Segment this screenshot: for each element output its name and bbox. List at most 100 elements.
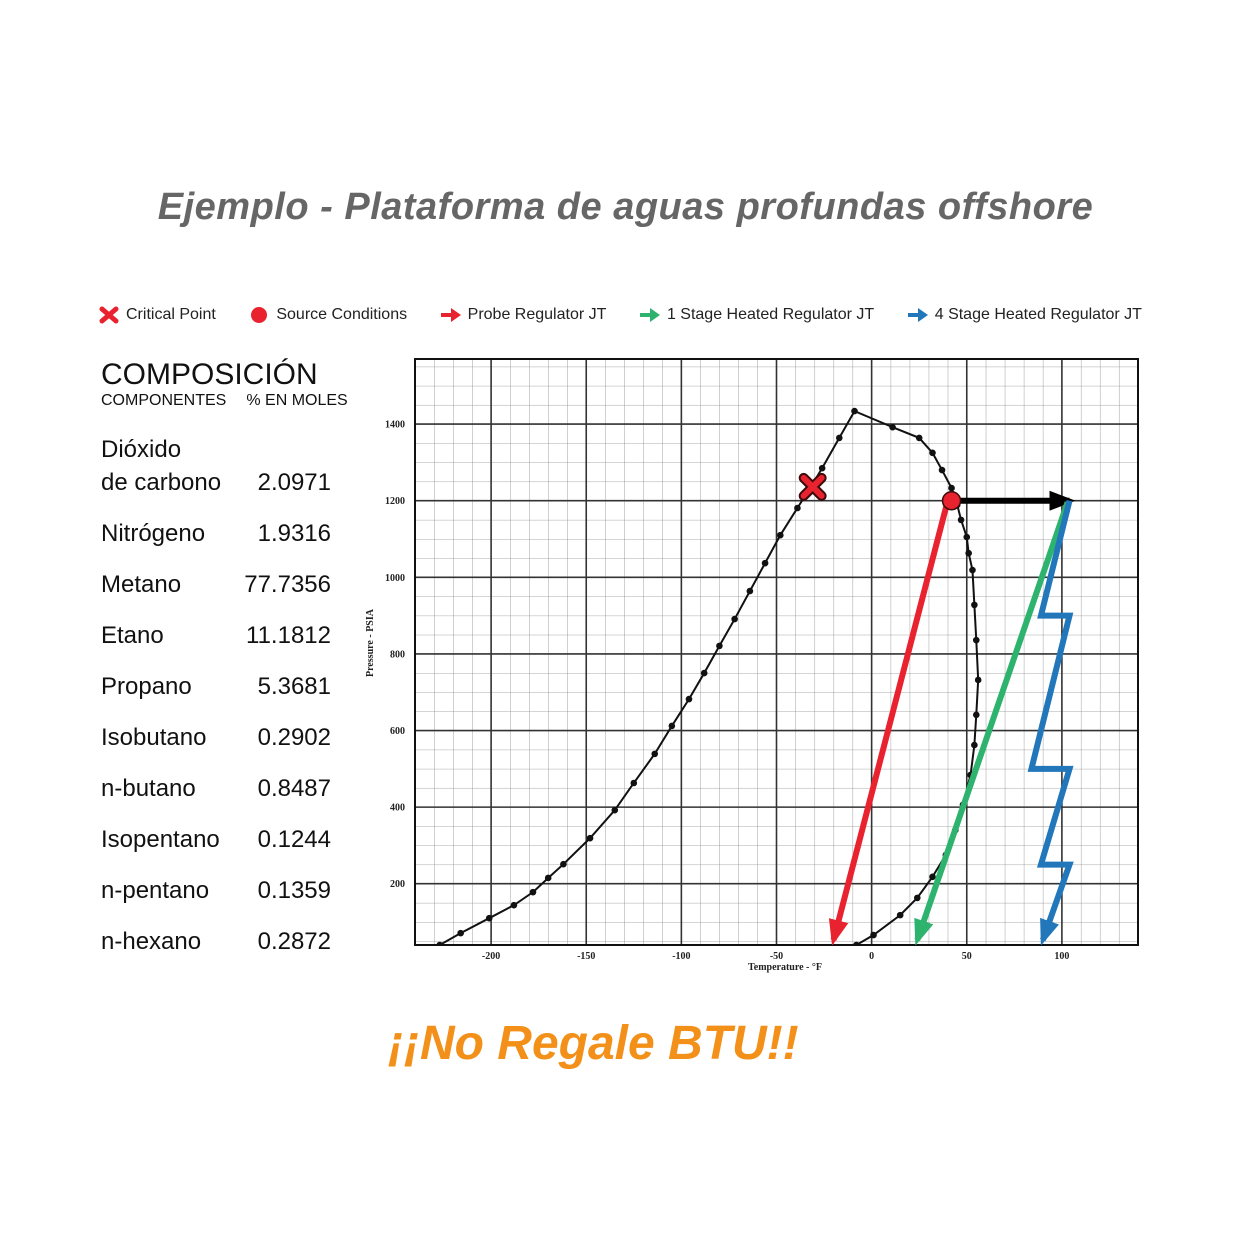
x-axis-label: Temperature - °F <box>748 962 822 973</box>
y-tick-label: 600 <box>390 726 405 737</box>
component-name: Isobutano <box>101 724 207 751</box>
mole-percent: 0.2872 <box>257 928 331 955</box>
legend-arrow <box>907 308 928 322</box>
envelope-point <box>896 911 904 919</box>
component-name: n-hexano <box>101 928 202 955</box>
plot-frame <box>414 358 1139 946</box>
envelope-point <box>969 566 976 574</box>
arrow <box>914 501 1071 945</box>
envelope-point <box>913 894 921 902</box>
legend-label: 4 Stage Heated Regulator JT <box>934 306 1142 323</box>
arrow <box>1027 499 1074 945</box>
header: COMPONENTES <box>101 392 227 409</box>
critical-point <box>798 472 827 501</box>
mole-percent: 5.3681 <box>257 673 331 700</box>
cross-stroke <box>800 474 825 499</box>
mole-percent: 11.1812 <box>246 622 331 649</box>
composition-row: Isopentano 0.1244 <box>101 814 348 865</box>
envelope-point <box>965 549 972 557</box>
envelope-point <box>716 642 723 650</box>
envelope-point <box>915 434 923 442</box>
component-name: Metano <box>101 571 182 598</box>
legend-icon <box>639 308 660 322</box>
legend-item: 4 Stage Heated Regulator JT <box>907 305 1142 325</box>
component-name: Isopentano <box>101 826 220 853</box>
x-tick-label: 0 <box>869 951 874 962</box>
envelope-point <box>668 722 676 730</box>
x-tick-label: -100 <box>672 951 690 962</box>
envelope-point <box>761 559 769 567</box>
x-tick-label: -200 <box>482 951 500 962</box>
component-name: n-pentano <box>101 877 210 904</box>
composition-row: Propano 5.3681 <box>101 661 348 712</box>
legend-item: Critical Point <box>98 305 216 325</box>
legend-icon <box>907 308 928 322</box>
x-tick-label: 50 <box>962 951 972 962</box>
component-name: Etano <box>101 622 164 649</box>
envelope-point <box>889 423 896 431</box>
legend-item: Source Conditions <box>248 305 407 325</box>
mole-percent: 0.2902 <box>257 724 331 751</box>
markers <box>798 472 962 511</box>
legend-label: 1 Stage Heated Regulator JT <box>666 306 875 323</box>
envelope-point <box>957 516 965 524</box>
envelope-point <box>929 449 936 457</box>
y-tick-label: 400 <box>390 803 405 814</box>
composition-row: n-hexano 0.2872 <box>101 916 348 967</box>
envelope-point <box>586 834 594 842</box>
legend-icon <box>99 306 119 324</box>
y-tick-label: 200 <box>390 879 405 890</box>
envelope-point <box>835 434 843 442</box>
x-tick-label: -50 <box>770 951 783 962</box>
legend-dot <box>251 307 268 323</box>
legend-label: Probe Regulator JT <box>467 306 607 323</box>
envelope-point <box>560 860 567 868</box>
header: % EN MOLES <box>246 392 348 409</box>
envelope-point <box>974 676 982 684</box>
envelope-point <box>544 874 552 882</box>
y-tick-label: 1200 <box>385 496 405 507</box>
composition-row: Metano 77.7356 <box>101 559 348 610</box>
composition: COMPOSICIÓN COMPONENTES % EN MOLES Dióxi… <box>101 358 348 967</box>
slogan: ¡¡No Regale BTU!! <box>388 1017 799 1070</box>
envelope-point <box>870 931 877 939</box>
component-name: Propano <box>101 673 192 700</box>
envelope-point <box>929 873 936 881</box>
component-name: Nitrógeno <box>101 520 206 547</box>
composition-title: COMPOSICIÓN <box>101 358 318 391</box>
legend-item: Probe Regulator JT <box>440 305 607 325</box>
envelope-point <box>972 711 980 719</box>
legend: Critical Point Source Conditions Probe Reg… <box>98 305 1142 325</box>
envelope-point <box>851 407 858 415</box>
composition-row: Etano 11.1812 <box>101 610 348 661</box>
component-name: Dióxido de carbono <box>101 436 222 496</box>
mole-percent: 0.1359 <box>257 877 331 904</box>
legend-cross <box>99 306 119 324</box>
envelope-point <box>436 941 444 945</box>
envelope-point <box>777 531 784 539</box>
source-point <box>941 490 962 511</box>
envelope-point <box>700 669 708 677</box>
plot-marks <box>436 407 1076 945</box>
composition-rows: Dióxido de carbono 2.0971 Nitrógeno 1.9316 M… <box>101 424 348 967</box>
envelope-point <box>685 695 693 703</box>
y-tick-label: 800 <box>390 649 405 660</box>
envelope-point <box>651 750 659 758</box>
envelope-point <box>972 636 980 644</box>
mole-percent: 2.0971 <box>257 469 331 496</box>
y-tick-label: 1400 <box>385 420 405 431</box>
composition-headers: COMPONENTES % EN MOLES <box>101 392 348 410</box>
legend-arrow <box>440 308 461 322</box>
envelope-point <box>794 504 801 512</box>
envelope-point <box>971 601 978 609</box>
envelope-point <box>938 466 946 474</box>
envelope-point <box>948 484 955 492</box>
y-tick-label: 1000 <box>385 573 405 584</box>
envelope-point <box>731 615 738 623</box>
legend-label: Source Conditions <box>276 306 408 323</box>
composition-row: Isobutano 0.2902 <box>101 712 348 763</box>
mole-percent: 1.9316 <box>257 520 331 547</box>
x-tick-label: 100 <box>1054 951 1069 962</box>
legend-icon <box>251 307 268 323</box>
